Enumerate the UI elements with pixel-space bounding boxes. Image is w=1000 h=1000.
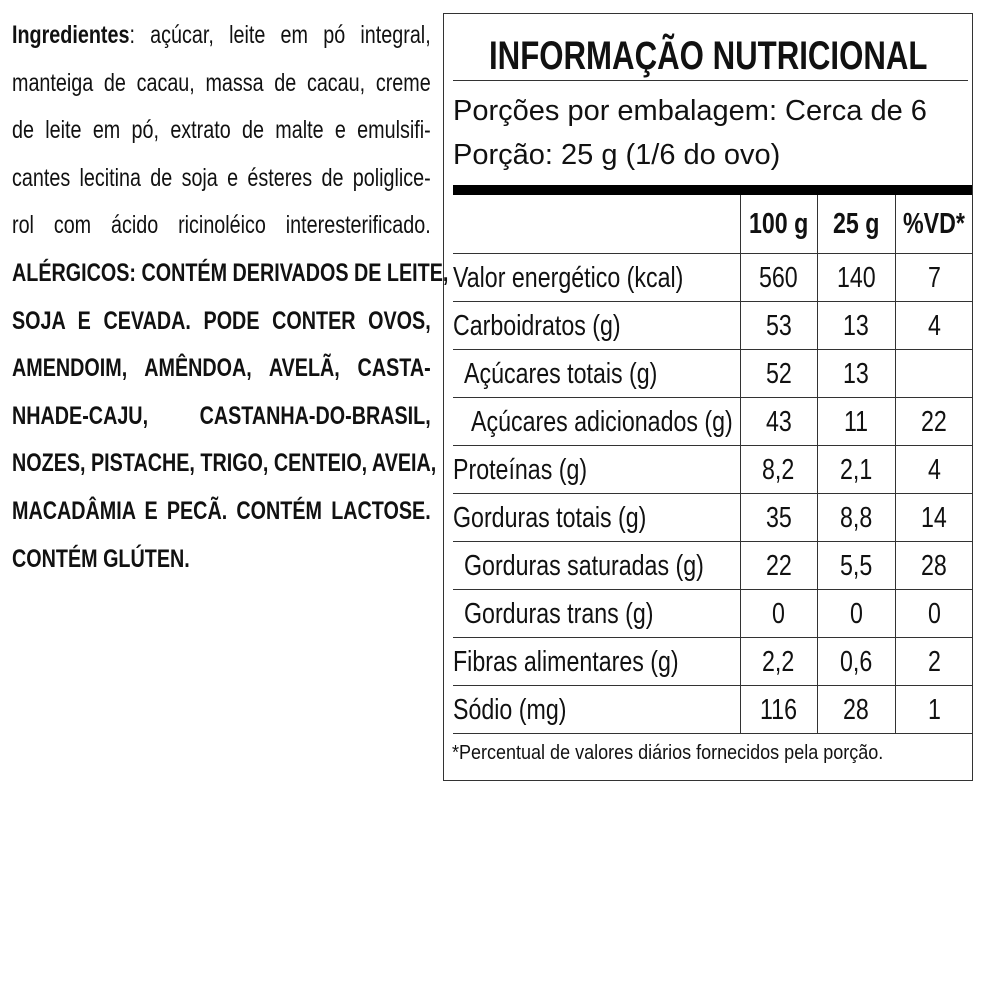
allergen-line: MACADÂMIA E PECÃ. CONTÉM LACTOSE. (12, 496, 431, 525)
nutrient-value-vd: 7 (927, 261, 941, 294)
table-row: Sódio (mg) 116 28 1 (453, 685, 973, 734)
ingredients-line: manteiga de cacau, massa de cacau, creme (12, 68, 431, 97)
nutrient-value-v25: 8,8 (839, 501, 873, 534)
nutrient-value-vd: 1 (927, 693, 941, 726)
table-row: Proteínas (g) 8,2 2,1 4 (453, 445, 973, 494)
nutrient-value-v100: 0 (772, 597, 785, 630)
table-row: Carboidratos (g) 53 13 4 (453, 301, 973, 350)
nutrient-name: Proteínas (g) (453, 453, 588, 486)
empty-header-cell (453, 195, 740, 254)
nutrient-value-v25: 11 (843, 405, 869, 438)
nutrient-name: Gorduras trans (g) (464, 597, 654, 630)
allergen-line: CONTÉM GLÚTEN. (12, 544, 190, 573)
nutrient-value-v25: 13 (843, 309, 869, 342)
ingredients-line: rol com ácido ricinoléico interesterific… (12, 211, 431, 240)
nutrition-title-text: INFORMAÇÃO NUTRICIONAL (488, 34, 928, 78)
nutrient-value-v100: 43 (765, 405, 792, 438)
ingredients-line: de leite em pó, extrato de malte e emuls… (12, 116, 431, 145)
nutrient-value-v25: 2,1 (839, 453, 873, 486)
nutrient-value-v25: 28 (843, 693, 869, 726)
allergen-line: SOJA E CEVADA. PODE CONTER OVOS, (12, 306, 431, 335)
table-row: Valor energético (kcal) 560 140 7 (453, 253, 973, 302)
nutrient-value-v100: 35 (765, 501, 792, 534)
table-row: Fibras alimentares (g) 2,2 0,6 2 (453, 637, 973, 686)
table-row: Açúcares adicionados (g) 43 11 22 (453, 397, 973, 446)
nutrient-name: Sódio (mg) (453, 693, 567, 726)
nutrient-name: Fibras alimentares (g) (453, 645, 679, 678)
table-row: Gorduras totais (g) 35 8,8 14 (453, 493, 973, 542)
nutrient-value-v25: 5,5 (839, 549, 873, 582)
thick-divider (453, 185, 972, 195)
ingredients-first-line: Ingredientes: açúcar, leite em pó integr… (12, 21, 431, 49)
table-header: 100 g 25 g %VD* (453, 195, 973, 254)
divider (453, 80, 968, 81)
nutrient-value-v100: 53 (765, 309, 792, 342)
nutrient-name: Açúcares totais (g) (464, 357, 658, 390)
ingredients-line: açúcar, leite em pó integral, (150, 21, 431, 49)
footnote-text: *Percentual de valores diários fornecido… (452, 742, 884, 764)
servings-per-package: Porções por embalagem: Cerca de 6 (453, 95, 927, 127)
nutrient-value-vd: 28 (921, 549, 948, 582)
nutrient-value-vd: 0 (927, 597, 941, 630)
nutrition-title: INFORMAÇÃO NUTRICIONAL (444, 34, 972, 78)
nutrient-value-v25: 0 (849, 597, 863, 630)
nutrient-value-v100: 560 (759, 261, 798, 294)
nutrient-value-v100: 8,2 (762, 453, 795, 486)
nutrient-value-v25: 140 (836, 261, 876, 294)
serving-size: Porção: 25 g (1/6 do ovo) (453, 139, 781, 171)
nutrient-name: Carboidratos (g) (453, 309, 621, 342)
nutrient-value-vd: 14 (921, 501, 948, 534)
nutrient-value-vd: 22 (921, 405, 948, 438)
table-row: Açúcares totais (g) 52 13 (453, 349, 973, 398)
nutrient-value-v25: 13 (843, 357, 869, 390)
footnote: *Percentual de valores diários fornecido… (452, 742, 883, 765)
allergen-line: ALÉRGICOS: CONTÉM DERIVADOS DE LEITE, (12, 258, 449, 287)
nutrient-value-vd: 2 (927, 645, 941, 678)
allergen-line: NHADE-CAJU, CASTANHA-DO-BRASIL, (12, 401, 431, 430)
ingredients-label: Ingredientes (12, 21, 130, 49)
nutrient-value-v25: 0,6 (839, 645, 873, 678)
nutrient-name: Gorduras totais (g) (453, 501, 647, 534)
nutrient-value-vd: 4 (927, 309, 941, 342)
ingredients-text: Ingredientes: açúcar, leite em pó integr… (12, 12, 449, 583)
allergen-line: NOZES, PISTACHE, TRIGO, CENTEIO, AVEIA, (12, 449, 437, 478)
column-header: 25 g (832, 208, 880, 240)
column-header: %VD* (903, 208, 966, 240)
nutrition-facts-table: INFORMAÇÃO NUTRICIONAL Porções por embal… (443, 13, 973, 781)
nutrient-value-v100: 22 (765, 549, 792, 582)
nutrient-name: Açúcares adicionados (g) (471, 405, 733, 438)
nutrient-value-v100: 116 (760, 693, 797, 726)
nutrient-value-vd: 4 (927, 453, 941, 486)
column-header: 100 g (748, 208, 809, 240)
nutrient-value-v100: 52 (765, 357, 792, 390)
nutrient-value-v100: 2,2 (762, 645, 795, 678)
allergen-line: AMENDOIM, AMÊNDOA, AVELÃ, CASTA- (12, 354, 431, 383)
nutrient-name: Valor energético (kcal) (453, 261, 684, 294)
table-row: Gorduras saturadas (g) 22 5,5 28 (453, 541, 973, 590)
nutrient-name: Gorduras saturadas (g) (464, 549, 704, 582)
ingredients-line: cantes lecitina de soja e ésteres de pol… (12, 163, 431, 192)
table-row: Gorduras trans (g) 0 0 0 (453, 589, 973, 638)
nutrients-table: 100 g 25 g %VD* Valor energético (kcal) 5… (453, 195, 973, 734)
